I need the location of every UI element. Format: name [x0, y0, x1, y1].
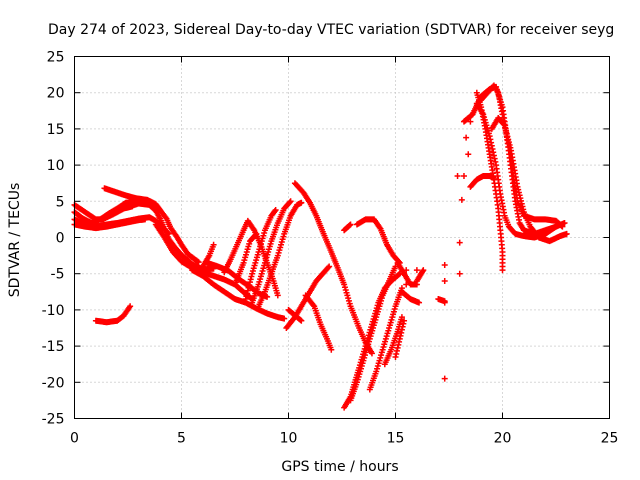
data-point — [298, 317, 305, 324]
data-point — [401, 317, 408, 324]
y-tick-label: 15 — [47, 122, 65, 138]
data-point — [398, 314, 405, 321]
data-point — [463, 134, 470, 141]
data-point — [328, 346, 335, 353]
data-point — [272, 206, 279, 213]
x-tick-label: 20 — [494, 431, 512, 447]
x-tick-label: 15 — [387, 431, 405, 447]
y-tick-label: 0 — [56, 231, 65, 247]
data-point — [264, 293, 271, 300]
x-tick-label: 5 — [177, 431, 186, 447]
data-point — [253, 230, 260, 237]
data-point — [413, 267, 420, 274]
data-point — [558, 222, 565, 229]
data-point — [553, 223, 559, 230]
y-tick-label: 20 — [47, 86, 65, 102]
y-tick-label: 5 — [56, 194, 65, 210]
data-point — [142, 216, 149, 223]
data-point — [281, 315, 288, 322]
data-point — [469, 111, 476, 118]
data-point — [325, 264, 332, 271]
data-point — [346, 222, 353, 229]
data-point — [403, 281, 410, 288]
x-tick-label: 10 — [280, 431, 298, 447]
data-point — [441, 262, 448, 269]
x-axis-label: GPS time / hours — [281, 459, 398, 475]
data-marks — [71, 82, 570, 411]
data-point — [441, 299, 448, 306]
data-point — [403, 267, 410, 274]
tick-labels: 0 5 10 15 20 25 -25 -20 -15 -10 -5 0 5 10 15 20 25 — [42, 50, 619, 447]
data-point — [326, 263, 333, 270]
y-axis-label: SDTVAR / TECUs — [7, 183, 23, 298]
data-point — [563, 230, 570, 237]
data-point — [347, 221, 354, 228]
data-point — [210, 241, 217, 248]
data-point — [490, 175, 497, 182]
data-point — [499, 267, 506, 274]
chart-title: Day 274 of 2023, Sidereal Day-to-day VTE… — [48, 22, 614, 38]
data-point — [420, 267, 427, 274]
x-tick-label: 25 — [601, 431, 619, 447]
data-point — [368, 350, 375, 357]
data-point — [458, 196, 465, 203]
y-tick-label: 10 — [47, 158, 65, 174]
y-tick-label: -5 — [51, 267, 65, 283]
plot-frame — [74, 56, 610, 419]
data-point — [274, 292, 281, 299]
data-point — [441, 277, 448, 284]
y-tick-label: -20 — [42, 375, 65, 391]
y-tick-label: 25 — [47, 50, 65, 66]
data-point — [559, 223, 566, 230]
data-point — [252, 231, 259, 238]
data-point — [298, 199, 305, 206]
y-tick-label: -25 — [42, 412, 65, 428]
data-point — [561, 220, 568, 227]
data-point — [441, 375, 448, 382]
data-point — [454, 172, 461, 179]
x-tick-label: 0 — [70, 431, 79, 447]
data-point — [500, 121, 507, 128]
y-tick-label: -15 — [42, 339, 65, 355]
data-point — [465, 151, 472, 158]
data-point — [310, 302, 317, 309]
data-point — [416, 299, 423, 306]
data-point — [162, 214, 169, 221]
y-tick-label: -10 — [42, 303, 65, 319]
data-point — [271, 208, 278, 215]
data-point — [460, 172, 467, 179]
data-point — [127, 303, 134, 310]
data-point — [287, 198, 294, 205]
data-point — [286, 199, 293, 206]
data-point — [467, 118, 474, 125]
data-point — [456, 239, 463, 246]
data-point — [456, 270, 463, 277]
